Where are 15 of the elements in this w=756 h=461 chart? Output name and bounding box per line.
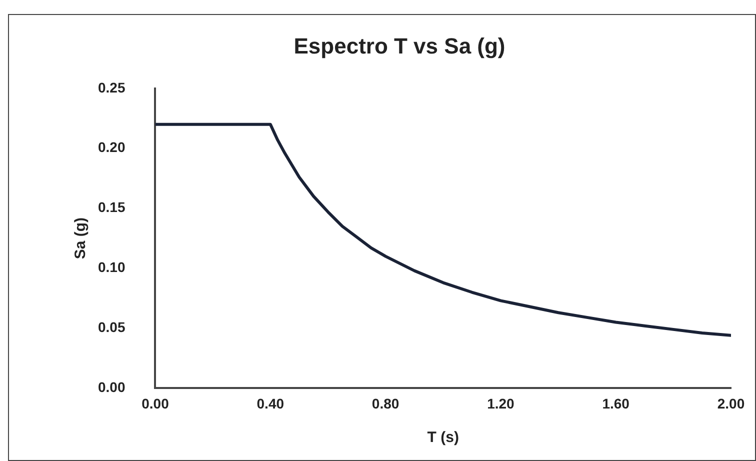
chart-title: Espectro T vs Sa (g) (294, 33, 506, 58)
y-axis-title: Sa (g) (72, 217, 90, 260)
y-tick-label: 0.10 (98, 259, 126, 276)
x-tick-label: 0.40 (256, 395, 284, 412)
y-tick-label: 0.25 (98, 79, 126, 96)
x-tick-label: 0.00 (142, 395, 170, 412)
y-tick-label: 0.15 (98, 199, 126, 216)
y-tick-label: 0.05 (98, 319, 126, 336)
x-tick-label: 1.60 (602, 395, 630, 412)
x-tick-label: 1.20 (487, 395, 515, 412)
y-tick-label: 0.20 (98, 139, 126, 156)
x-tick-label: 2.00 (717, 395, 745, 412)
y-tick-label: 0.00 (98, 379, 126, 396)
x-axis-title: T (s) (427, 429, 459, 446)
x-tick-label: 0.80 (372, 395, 400, 412)
